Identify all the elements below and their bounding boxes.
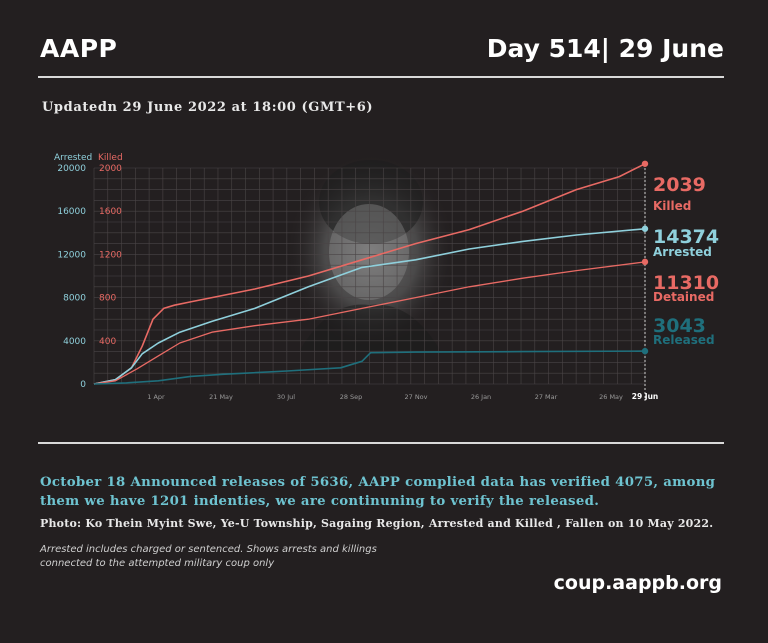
end-value-detained: 11310 — [653, 272, 719, 294]
org-title: AAPP — [40, 34, 118, 63]
y-tick-arrested: 4000 — [63, 337, 86, 347]
y-tick-killed: 800 — [99, 294, 116, 304]
x-tick: 28 Sep — [340, 393, 363, 401]
series-line-arrested — [93, 228, 646, 385]
y-tick-killed: 2000 — [99, 164, 122, 174]
left-axis-title: Arrested — [54, 153, 92, 163]
x-tick: 26 Jan — [471, 393, 491, 401]
y-tick-arrested: 12000 — [57, 250, 86, 260]
y-tick-killed: 400 — [99, 337, 116, 347]
day-counter: Day 514| 29 June — [486, 34, 724, 63]
bottom-divider — [38, 442, 724, 444]
y-tick-arrested: 20000 — [57, 164, 86, 174]
x-tick: 27 Nov — [404, 393, 427, 401]
series-endpoint-released — [641, 347, 649, 355]
portrait-photo — [286, 154, 456, 350]
series-endpoint-killed — [641, 160, 649, 167]
end-label-killed: Killed — [653, 199, 691, 213]
footnote-line-1: Arrested includes charged or sentenced. … — [40, 544, 377, 555]
series-endpoint-arrested — [641, 225, 649, 232]
photo-credit: Photo: Ko Thein Myint Swe, Ye-U Township… — [40, 517, 714, 530]
x-tick: 1 Apr — [147, 393, 165, 401]
x-tick: 30 Jul — [277, 393, 295, 401]
x-tick: 21 May — [209, 393, 233, 401]
y-tick-killed: 1600 — [99, 207, 122, 217]
y-tick-killed: 1200 — [99, 250, 122, 260]
end-value-arrested: 14374 — [653, 226, 719, 248]
right-axis-title: Killed — [98, 153, 123, 163]
release-note: October 18 Announced releases of 5636, A… — [40, 475, 716, 509]
end-label-arrested: Arrested — [653, 245, 712, 259]
y-tick-arrested: 16000 — [57, 207, 86, 217]
chart: Arrested Killed 20000 16000 12000 8000 4000 0 20… — [54, 153, 719, 401]
series-line-detained — [93, 261, 646, 385]
x-tick-end: 29 Jun — [632, 392, 659, 401]
y-tick-arrested: 8000 — [63, 294, 86, 304]
end-value-killed: 2039 — [653, 174, 706, 196]
x-tick: 26 May — [599, 393, 623, 401]
chart-grid — [93, 164, 646, 398]
y-tick-arrested: 0 — [80, 380, 86, 390]
series-line-released — [93, 350, 646, 385]
updated-timestamp: Updatedn 29 June 2022 at 18:00 (GMT+6) — [42, 100, 374, 115]
top-divider — [38, 76, 724, 78]
end-label-detained: Detained — [653, 290, 714, 304]
series-endpoint-detained — [641, 258, 649, 266]
footnote-line-2: connected to the attempted military coup… — [40, 558, 275, 569]
end-value-released: 3043 — [653, 315, 706, 337]
x-tick: 27 Mar — [535, 393, 558, 401]
series-line-killed — [93, 163, 646, 385]
site-link[interactable]: coup.aappb.org — [553, 572, 722, 594]
end-label-released: Released — [653, 333, 715, 347]
